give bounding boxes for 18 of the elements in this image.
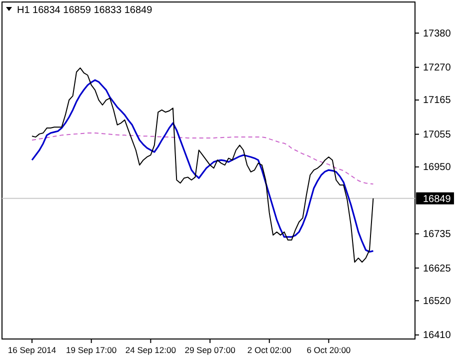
- line-series: [32, 132, 374, 185]
- x-tick-label: 2 Oct 02:00: [247, 345, 292, 355]
- x-tick-label: 24 Sep 12:00: [125, 345, 176, 355]
- ref-line-label: 16849: [423, 194, 452, 205]
- y-tick-label: 16410: [423, 330, 452, 342]
- y-tick-label: 16520: [423, 296, 452, 307]
- chart-title: H1 16834 16859 16833 16849: [17, 5, 153, 16]
- x-tick-label: 19 Sep 17:00: [66, 345, 117, 355]
- y-tick-label: 16950: [423, 162, 452, 174]
- x-tick-label: 6 Oct 20:00: [306, 345, 351, 355]
- y-tick-label: 16735: [423, 229, 452, 240]
- x-tick-label: 29 Sep 07:00: [184, 345, 236, 355]
- y-tick-label: 17270: [423, 62, 452, 74]
- y-tick-label: 16625: [423, 263, 452, 274]
- y-tick-label: 17165: [423, 95, 452, 106]
- y-tick-label: 17055: [423, 129, 452, 140]
- x-tick-label: 16 Sep 2014: [8, 345, 56, 355]
- y-tick-label: 17380: [423, 28, 452, 40]
